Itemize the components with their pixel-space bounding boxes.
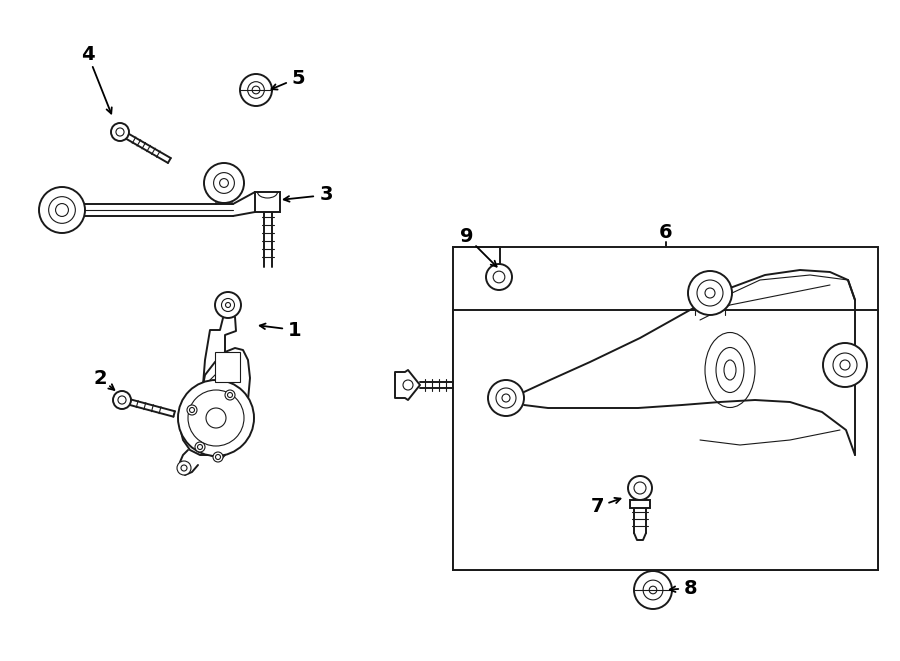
Circle shape <box>252 86 260 94</box>
Circle shape <box>840 360 850 370</box>
Circle shape <box>688 271 732 315</box>
Circle shape <box>118 396 126 404</box>
Circle shape <box>221 299 235 311</box>
Circle shape <box>634 571 672 609</box>
Circle shape <box>177 461 191 475</box>
Text: 6: 6 <box>659 223 673 241</box>
Text: 5: 5 <box>292 69 305 87</box>
Circle shape <box>226 303 230 307</box>
Circle shape <box>190 407 194 412</box>
Text: 2: 2 <box>94 368 107 387</box>
Text: 3: 3 <box>320 186 333 204</box>
Circle shape <box>178 380 254 456</box>
Bar <box>453 310 878 570</box>
Circle shape <box>496 388 516 408</box>
Circle shape <box>248 82 265 98</box>
Circle shape <box>240 74 272 106</box>
Circle shape <box>181 465 187 471</box>
Circle shape <box>206 408 226 428</box>
Circle shape <box>188 390 244 446</box>
Text: 7: 7 <box>590 498 604 516</box>
Circle shape <box>833 353 857 377</box>
Circle shape <box>502 394 510 402</box>
Circle shape <box>215 455 220 459</box>
Circle shape <box>220 178 229 188</box>
Text: 1: 1 <box>288 321 302 340</box>
Circle shape <box>116 128 124 136</box>
Circle shape <box>225 390 235 400</box>
Circle shape <box>493 271 505 283</box>
Circle shape <box>228 393 232 397</box>
Text: 8: 8 <box>684 578 698 598</box>
Circle shape <box>187 405 197 415</box>
Text: 4: 4 <box>81 46 94 65</box>
Circle shape <box>213 452 223 462</box>
Bar <box>453 247 878 570</box>
Bar <box>630 500 650 508</box>
Circle shape <box>213 173 234 194</box>
Circle shape <box>403 380 413 390</box>
Circle shape <box>113 391 131 409</box>
Circle shape <box>56 204 68 216</box>
Circle shape <box>204 163 244 203</box>
Bar <box>255 192 280 212</box>
Circle shape <box>705 288 715 298</box>
Circle shape <box>628 476 652 500</box>
Circle shape <box>49 197 76 223</box>
Circle shape <box>644 580 663 600</box>
Circle shape <box>39 187 85 233</box>
Circle shape <box>215 292 241 318</box>
Circle shape <box>649 586 657 594</box>
Text: 9: 9 <box>460 227 473 247</box>
Circle shape <box>197 444 202 449</box>
Circle shape <box>111 123 129 141</box>
Circle shape <box>634 482 646 494</box>
Circle shape <box>697 280 723 306</box>
Bar <box>215 352 240 382</box>
Circle shape <box>488 380 524 416</box>
Circle shape <box>195 442 205 452</box>
Circle shape <box>486 264 512 290</box>
Circle shape <box>823 343 867 387</box>
